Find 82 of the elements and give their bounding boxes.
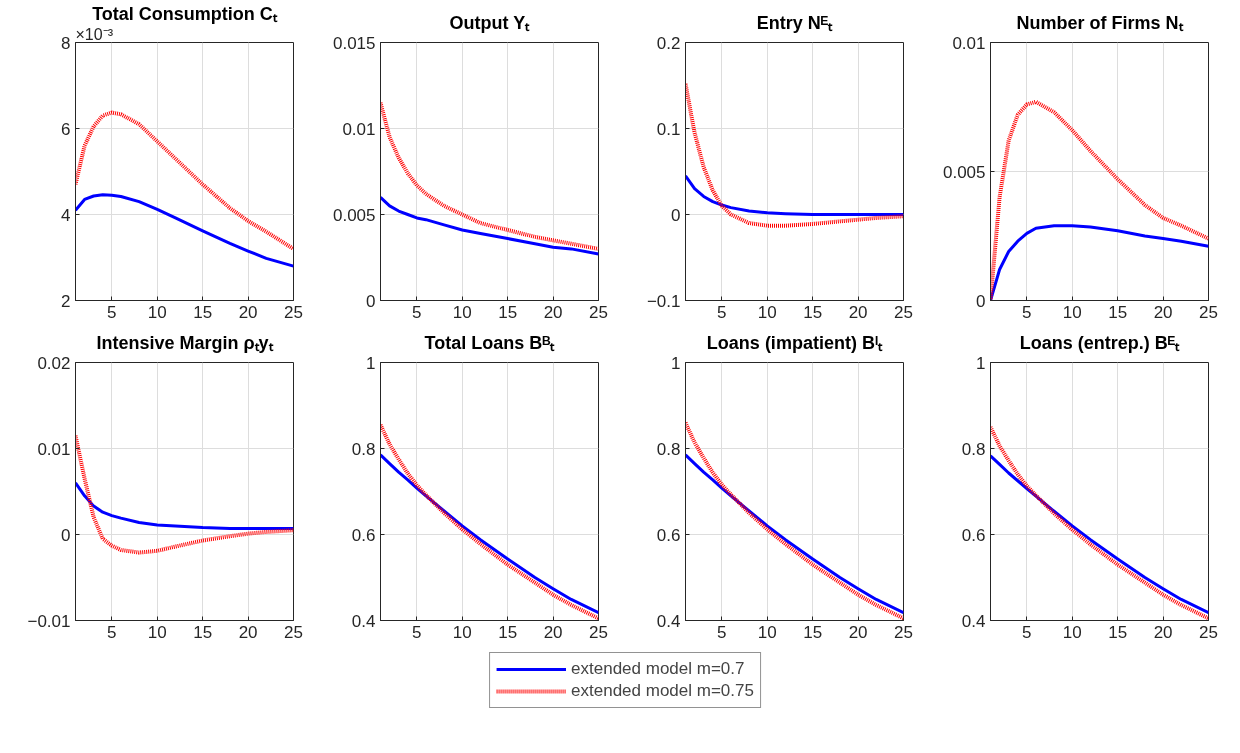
y-tick-label: 0.015 bbox=[332, 33, 376, 53]
y-tick-label: 1 bbox=[671, 353, 681, 373]
x-tick-label: 15 bbox=[498, 302, 518, 322]
x-tick-label: 5 bbox=[1022, 622, 1032, 642]
y-tick-label: 0.8 bbox=[961, 439, 986, 459]
y-tick-label: 0.6 bbox=[351, 525, 376, 545]
y-tick-label: 0 bbox=[671, 205, 681, 225]
x-tick-label: 5 bbox=[107, 302, 117, 322]
x-tick-label: 25 bbox=[589, 302, 608, 322]
y-tick-label: 8 bbox=[61, 33, 71, 53]
x-tick-label: 25 bbox=[894, 622, 913, 642]
x-tick-label: 10 bbox=[147, 302, 167, 322]
chart-title: Loans (entrep.) Bᴱₜ bbox=[1019, 332, 1181, 353]
y-tick-label: 2 bbox=[61, 291, 71, 311]
y-tick-label: 0.01 bbox=[952, 33, 986, 53]
x-tick-label: 20 bbox=[1153, 622, 1173, 642]
chart-title: Loans (impatient) Bᴵₜ bbox=[706, 332, 884, 353]
legend-label: extended model m=0.75 bbox=[571, 681, 754, 701]
y-tick-label: 0.2 bbox=[656, 33, 681, 53]
y-tick-label: 0.8 bbox=[656, 439, 681, 459]
x-tick-label: 20 bbox=[238, 302, 258, 322]
y-tick-label: 1 bbox=[976, 353, 986, 373]
y-tick-label: −0.01 bbox=[27, 611, 71, 631]
x-tick-label: 15 bbox=[193, 622, 213, 642]
x-tick-label: 5 bbox=[1022, 302, 1032, 322]
x-tick-label: 20 bbox=[238, 622, 258, 642]
x-tick-label: 15 bbox=[193, 302, 213, 322]
x-tick-label: 20 bbox=[1153, 302, 1173, 322]
x-tick-label: 10 bbox=[757, 622, 777, 642]
x-tick-label: 25 bbox=[284, 622, 303, 642]
annotation: ×10⁻³ bbox=[75, 25, 114, 43]
chart-title: Total Consumption Cₜ bbox=[92, 3, 278, 24]
y-tick-label: 0.4 bbox=[656, 611, 681, 631]
x-tick-label: 15 bbox=[1108, 302, 1128, 322]
x-tick-label: 10 bbox=[452, 302, 472, 322]
chart-title: Output Yₜ bbox=[449, 12, 531, 33]
x-tick-label: 25 bbox=[1199, 622, 1218, 642]
x-tick-label: 15 bbox=[1108, 622, 1128, 642]
x-tick-label: 15 bbox=[498, 622, 518, 642]
y-tick-label: 0.8 bbox=[351, 439, 376, 459]
x-tick-label: 10 bbox=[1062, 622, 1082, 642]
y-tick-label: 4 bbox=[61, 205, 71, 225]
x-tick-label: 5 bbox=[107, 622, 117, 642]
y-tick-label: 0.01 bbox=[37, 439, 71, 459]
x-tick-label: 15 bbox=[803, 622, 823, 642]
x-tick-label: 5 bbox=[412, 302, 422, 322]
chart-title: Entry Nᴱₜ bbox=[756, 12, 834, 33]
chart-title: Number of Firms Nₜ bbox=[1016, 12, 1184, 33]
x-tick-label: 20 bbox=[848, 302, 868, 322]
x-tick-label: 5 bbox=[412, 622, 422, 642]
y-tick-label: 0.4 bbox=[351, 611, 376, 631]
chart-title: Total Loans Bᴮₜ bbox=[424, 332, 556, 353]
x-tick-label: 15 bbox=[803, 302, 823, 322]
x-tick-label: 10 bbox=[1062, 302, 1082, 322]
y-tick-label: 0.005 bbox=[332, 205, 376, 225]
y-tick-label: 0.6 bbox=[961, 525, 986, 545]
x-tick-label: 25 bbox=[589, 622, 608, 642]
y-tick-label: 0.01 bbox=[342, 119, 376, 139]
y-tick-label: 1 bbox=[366, 353, 376, 373]
y-tick-label: 0.005 bbox=[942, 162, 986, 182]
y-tick-label: 0.6 bbox=[656, 525, 681, 545]
x-tick-label: 20 bbox=[848, 622, 868, 642]
x-tick-label: 20 bbox=[543, 302, 563, 322]
y-tick-label: 0.1 bbox=[656, 119, 681, 139]
x-tick-label: 10 bbox=[452, 622, 472, 642]
x-tick-label: 5 bbox=[717, 622, 727, 642]
y-tick-label: 0.4 bbox=[961, 611, 986, 631]
y-tick-label: 0 bbox=[61, 525, 71, 545]
x-tick-label: 20 bbox=[543, 622, 563, 642]
x-tick-label: 25 bbox=[284, 302, 303, 322]
x-tick-label: 5 bbox=[717, 302, 727, 322]
y-tick-label: −0.1 bbox=[646, 291, 681, 311]
x-tick-label: 25 bbox=[1199, 302, 1218, 322]
y-tick-label: 0 bbox=[976, 291, 986, 311]
x-tick-label: 25 bbox=[894, 302, 913, 322]
x-tick-label: 10 bbox=[757, 302, 777, 322]
chart-title: Intensive Margin ρₜyₜ bbox=[96, 332, 274, 353]
y-tick-label: 6 bbox=[61, 119, 71, 139]
legend-label: extended model m=0.7 bbox=[571, 659, 745, 679]
y-tick-label: 0.02 bbox=[37, 353, 71, 373]
y-tick-label: 0 bbox=[366, 291, 376, 311]
x-tick-label: 10 bbox=[147, 622, 167, 642]
